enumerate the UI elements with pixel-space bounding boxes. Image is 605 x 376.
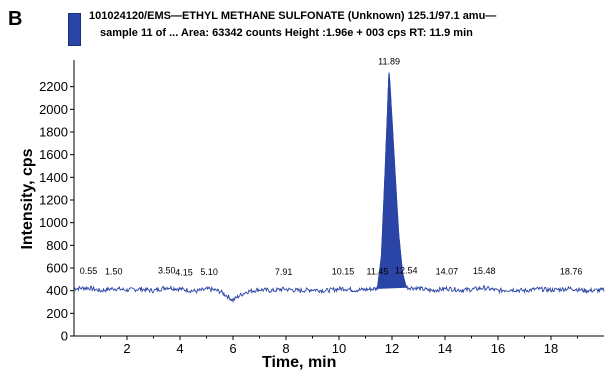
x-tick-label: 14 xyxy=(438,341,452,356)
peak-label: 14.07 xyxy=(436,266,459,276)
legend-swatch xyxy=(68,13,81,46)
x-tick-label: 8 xyxy=(282,341,289,356)
panel-letter: B xyxy=(8,8,23,30)
y-tick-label: 1800 xyxy=(39,125,68,140)
y-tick-label: 1200 xyxy=(39,193,68,208)
peak-label: 15.48 xyxy=(473,266,496,276)
peak-label: 7.91 xyxy=(275,267,293,277)
x-tick-label: 16 xyxy=(491,341,505,356)
peak-label: 11.89 xyxy=(378,57,400,67)
y-tick-label: 400 xyxy=(46,283,68,298)
x-tick-label: 6 xyxy=(229,341,236,356)
y-tick-label: 1000 xyxy=(39,215,68,230)
y-tick-label: 1600 xyxy=(39,147,68,162)
peak-label: 5.10 xyxy=(200,267,218,277)
x-tick-label: 18 xyxy=(544,341,558,356)
peak-label: 3.50 xyxy=(158,265,176,275)
y-tick-label: 2200 xyxy=(39,79,68,94)
peak-label: 0.55 xyxy=(80,266,98,276)
x-tick-label: 4 xyxy=(176,341,183,356)
y-tick-label: 2000 xyxy=(39,102,68,117)
x-tick-label: 12 xyxy=(385,341,399,356)
trace-line xyxy=(73,72,605,304)
y-tick-label: 0 xyxy=(61,329,68,344)
y-tick-label: 600 xyxy=(46,261,68,276)
chart-title-line1: 101024120/EMS—ETHYL METHANE SULFONATE (U… xyxy=(89,10,497,22)
peak-label: 4.15 xyxy=(175,268,193,278)
peak-label: 12.54 xyxy=(395,265,418,275)
peak-label: 1.50 xyxy=(105,266,123,276)
y-tick-label: 1400 xyxy=(39,170,68,185)
y-tick-label: 800 xyxy=(46,238,68,253)
x-tick-label: 2 xyxy=(123,341,130,356)
peak-label: 11.45 xyxy=(366,266,388,276)
x-tick-label: 10 xyxy=(332,341,346,356)
y-tick-label: 200 xyxy=(46,306,68,321)
x-axis-label: Time, min xyxy=(262,354,337,371)
chart-title-line2: sample 11 of ... Area: 63342 counts Heig… xyxy=(100,27,473,39)
peak-label: 10.15 xyxy=(332,266,355,276)
peak-label: 18.76 xyxy=(560,266,583,276)
